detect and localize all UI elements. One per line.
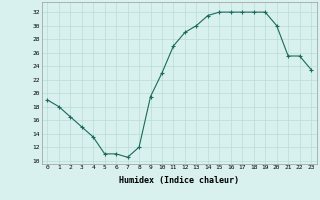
X-axis label: Humidex (Indice chaleur): Humidex (Indice chaleur) xyxy=(119,176,239,185)
